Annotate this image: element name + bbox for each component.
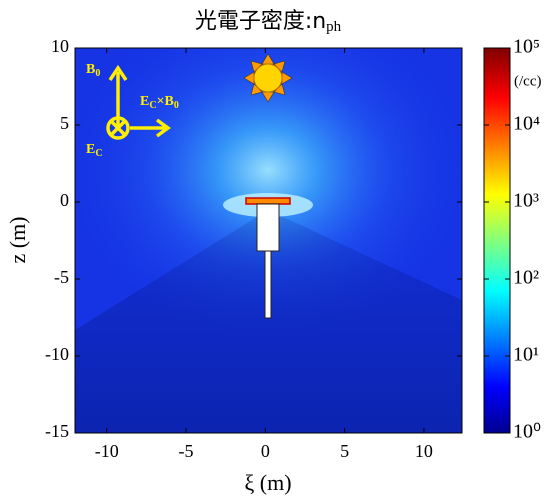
annotation-sub: 0	[174, 100, 179, 111]
title-text: 光電子密度:n	[195, 9, 326, 34]
colorbar-tick-label: 10⁵	[513, 36, 540, 58]
annotation: EC	[86, 142, 103, 159]
chart-title: 光電子密度:nph	[195, 9, 342, 35]
annotation-text: E	[86, 142, 95, 157]
colorbar-unit: (/cc)	[514, 73, 541, 89]
colorbar-tick-label: 10²	[513, 267, 539, 289]
y-axis-label: z (m)	[5, 216, 30, 263]
boom	[264, 250, 272, 319]
annotation-sub: C	[149, 100, 156, 111]
x-tick-label: 5	[340, 441, 349, 461]
y-tick-label: -15	[45, 421, 69, 441]
annotation: B0	[86, 62, 100, 79]
y-tick-label: -5	[54, 267, 69, 287]
colorbar-tick-label: 10⁴	[513, 113, 540, 135]
plot-frame	[74, 47, 463, 434]
vector-icon	[106, 64, 171, 140]
annotation-text: ×B	[157, 94, 174, 109]
y-tick-label: 5	[60, 113, 69, 133]
annotations: B0 EC×B0 EC	[86, 62, 179, 159]
title-sub: ph	[326, 19, 342, 35]
density-field	[75, 48, 462, 433]
colorbar-tick-label: 10³	[513, 190, 539, 212]
annotation-sub: C	[95, 148, 102, 159]
x-tick-label: -10	[95, 441, 119, 461]
plate	[245, 197, 291, 205]
y-tick-label: 0	[60, 190, 69, 210]
colorbar-tick-label: 10¹	[513, 344, 539, 366]
x-tick-label: 0	[261, 441, 270, 461]
annotation-text: E	[140, 94, 149, 109]
y-tick-label: 10	[51, 36, 69, 56]
spacecraft	[245, 197, 291, 319]
annotation-text: B	[86, 62, 95, 77]
x-tick-label: 10	[415, 441, 433, 461]
body	[256, 203, 280, 252]
annotation-sub: 0	[95, 68, 100, 79]
sun	[243, 53, 293, 103]
colorbar-tick-label: 10⁰	[513, 421, 541, 443]
annotation: EC×B0	[140, 94, 179, 111]
colorbar	[483, 47, 511, 434]
x-axis-label: ξ (m)	[244, 470, 291, 495]
y-tick-label: -10	[45, 344, 69, 364]
x-tick-label: -5	[179, 441, 194, 461]
field-wake	[75, 210, 462, 433]
